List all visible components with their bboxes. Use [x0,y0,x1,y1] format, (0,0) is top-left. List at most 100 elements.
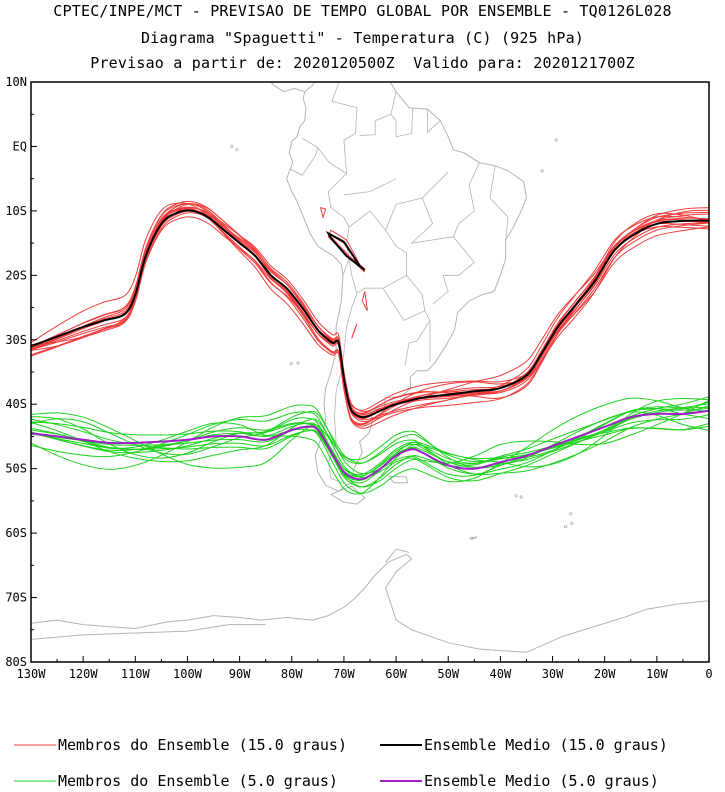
x-tick-label: 20W [594,667,616,681]
x-tick-label: 80W [281,667,303,681]
legend: Membros do Ensemble (15.0 graus) Ensemble… [14,736,668,790]
x-tick-label: 50W [437,667,459,681]
member-15-line-13 [31,210,709,421]
member-15-line-7 [31,212,709,416]
country-border-5 [290,147,319,176]
mean-15-andes-contour [325,230,366,271]
island-8 [230,144,234,148]
member-15-line-8 [31,208,709,417]
plot-frame [30,81,710,663]
andes-contour-2 [327,229,366,273]
island-10 [540,169,544,173]
antarctic-coast-0 [31,553,709,653]
member-15-line-3 [31,216,709,411]
y-tick-label: 50S [5,462,27,476]
y-tick-label: 40S [5,397,27,411]
y-tick-label: 10S [5,204,27,218]
x-tick-label: 110W [121,667,151,681]
country-border-0 [301,82,358,175]
x-tick-label: 120W [69,667,99,681]
y-tick-label: 30S [5,333,27,347]
members-15-group [31,200,709,429]
member-5-line-12 [31,408,709,482]
y-tick-label: 70S [5,591,27,605]
mean-15-line [31,209,709,419]
axes-group: 130W 120W 110W 100W 90W 80W 70W 60W 50W 40W 30W 20W… [5,75,712,681]
legend-label-mean-15: Ensemble Medio (15.0 graus) [424,736,668,754]
andes-contour-3 [361,291,368,312]
country-border-10 [327,293,358,484]
island-11 [554,138,558,142]
island-2 [570,521,574,526]
member-5-line-11 [31,397,709,494]
x-tick-label: 100W [173,667,203,681]
y-tick-label: 60S [5,526,27,540]
x-tick-label: 70W [333,667,355,681]
legend-label-mean-5: Ensemble Medio (5.0 graus) [424,772,659,790]
island-6 [289,361,293,366]
country-border-1 [359,91,397,136]
y-tick-label: 80S [5,655,27,669]
member-5-line-9 [31,405,709,476]
country-border-8 [404,310,431,366]
means-group [31,209,709,481]
member-5-line-14 [31,404,709,477]
member-15-line-14 [31,206,709,420]
antarctic-coast-2 [385,548,410,563]
y-tick-label: EQ [13,139,27,153]
member-15-line-5 [31,207,709,414]
chart-title: CPTEC/INPE/MCT - PREVISAO DE TEMPO GLOBA… [53,2,672,20]
y-tick-label: 20S [5,268,27,282]
chart-validity: Previsao a partir de: 2020120500Z Valido… [90,54,635,72]
country-border-14 [343,178,397,196]
x-tick-label: 40W [490,667,512,681]
country-border-7 [382,275,426,321]
member-15-line-4 [31,207,709,415]
x-tick-label: 90W [229,667,251,681]
falklands [388,475,409,484]
member-15-line-11 [31,203,709,425]
antarctic-coast-3 [469,536,478,541]
country-border-2 [390,107,414,138]
member-15-line-1 [31,203,709,429]
y-tick-label: 10N [5,75,27,89]
member-5-line-5 [31,411,709,469]
member-15-line-10 [31,200,709,423]
island-9 [470,536,474,540]
country-border-3 [427,109,441,134]
x-tick-label: 30W [542,667,564,681]
member-15-line-12 [31,210,709,427]
island-1 [563,525,568,529]
island-7 [235,148,239,152]
antarctic-coast-1 [31,624,266,640]
x-tick-label: 10W [646,667,668,681]
legend-label-members-5: Membros do Ensemble (5.0 graus) [58,772,338,790]
island-0 [569,512,573,516]
island-3 [514,494,518,498]
x-tick-label: 60W [385,667,407,681]
country-border-4 [327,173,350,276]
member-5-line-6 [31,401,709,478]
central-america-coast [270,82,305,93]
legend-label-members-15: Membros do Ensemble (15.0 graus) [58,736,347,754]
country-border-6 [348,210,407,295]
island-5 [296,361,300,365]
caribbean-coast [250,42,275,79]
x-tick-label: 130W [17,667,47,681]
country-border-15 [385,197,423,231]
country-border-12 [453,162,480,237]
country-border-11 [410,171,475,305]
andes-contour-4 [351,323,358,339]
south-america-coast [286,82,528,492]
island-4 [519,495,523,499]
member-15-line-6 [31,202,709,426]
chart-subtitle: Diagrama "Spaguetti" - Temperatura (C) (… [140,29,585,47]
members-5-group [31,396,709,495]
coastline-map [31,42,709,653]
mean-5-line [31,409,709,481]
member-5-line-8 [31,418,709,465]
country-border-13 [489,165,509,240]
x-tick-label: 0 [705,667,712,681]
member-5-line-13 [31,403,709,488]
